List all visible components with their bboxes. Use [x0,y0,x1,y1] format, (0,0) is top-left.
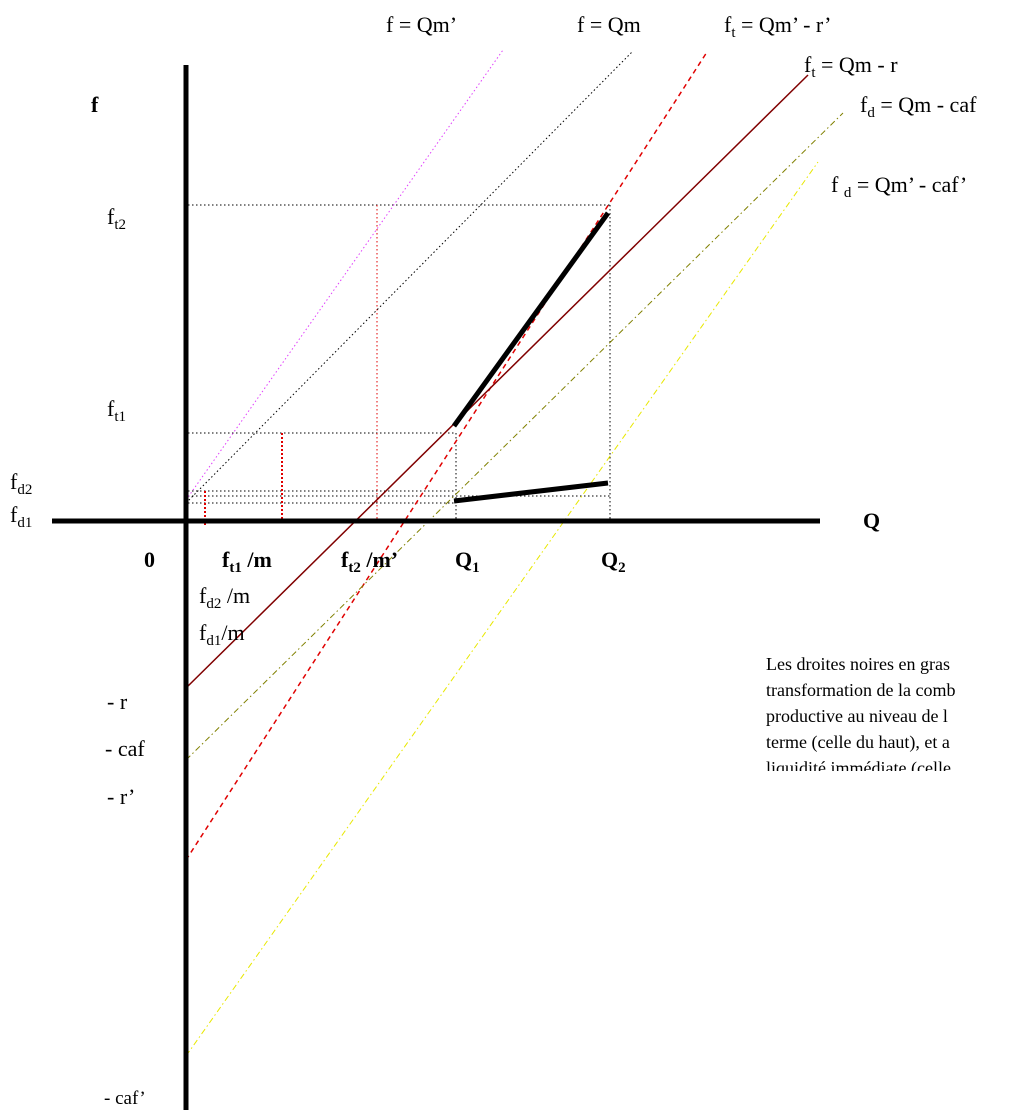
tick-caf-prime: - caf’ [104,1088,146,1109]
tick-fd2-m: fd2 /m [199,583,250,612]
label-f-qm-prime: f = Qm’ [386,12,457,37]
tick-q2: Q2 [601,547,626,576]
tick-r-prime: - r’ [107,784,135,809]
note-line: Les droites noires en gras [766,654,950,674]
function-lines [185,49,844,1057]
tick-ft2: ft2 [107,204,126,233]
bold-segment-bottom [453,480,609,504]
vertical-guides [204,205,611,525]
label-fd-qm-caf: fd = Qm - caf [860,92,977,121]
explanation-note: Les droites noires en gras transformatio… [766,651,1036,771]
label-f-qm: f = Qm [577,12,641,37]
bold-segment-top [451,211,611,428]
note-line: liquidité immédiate (celle [766,758,951,771]
label-ft-qm-prime-r-prime: ft = Qm’ - r’ [724,12,831,41]
tick-q1: Q1 [455,547,480,576]
tick-fd2: fd2 [10,469,32,498]
line-f-qm [185,51,633,504]
line-fd-qm-caf [185,112,844,761]
horizontal-guides [188,204,610,504]
bold-segments [451,211,611,504]
note-line: transformation de la comb [766,680,956,700]
label-fd-qm-prime-caf-prime: f d = Qm’ - caf’ [831,172,967,201]
origin-label: 0 [144,547,155,572]
label-ft-qm-r: ft = Qm - r [804,52,898,81]
axes [52,65,820,1110]
note-line: productive au niveau de l [766,706,948,726]
tick-fd1: fd1 [10,502,32,531]
note-line: terme (celle du haut), et a [766,732,950,752]
line-ft-qm-prime-r-prime [185,51,708,861]
tick-ft1-m: ft1 /m [222,547,272,576]
tick-fd1-m: fd1/m [199,620,245,649]
tick-ft2-m-prime: ft2 /m’ [341,547,398,576]
line-fd-qm-prime-caf-prime [185,161,819,1057]
tick-r: - r [107,689,128,714]
tick-ft1: ft1 [107,396,126,425]
tick-caf: - caf [105,736,145,761]
y-axis-label: f [91,92,99,117]
line-ft-qm-r [185,74,809,689]
x-axis-label: Q [863,508,880,533]
